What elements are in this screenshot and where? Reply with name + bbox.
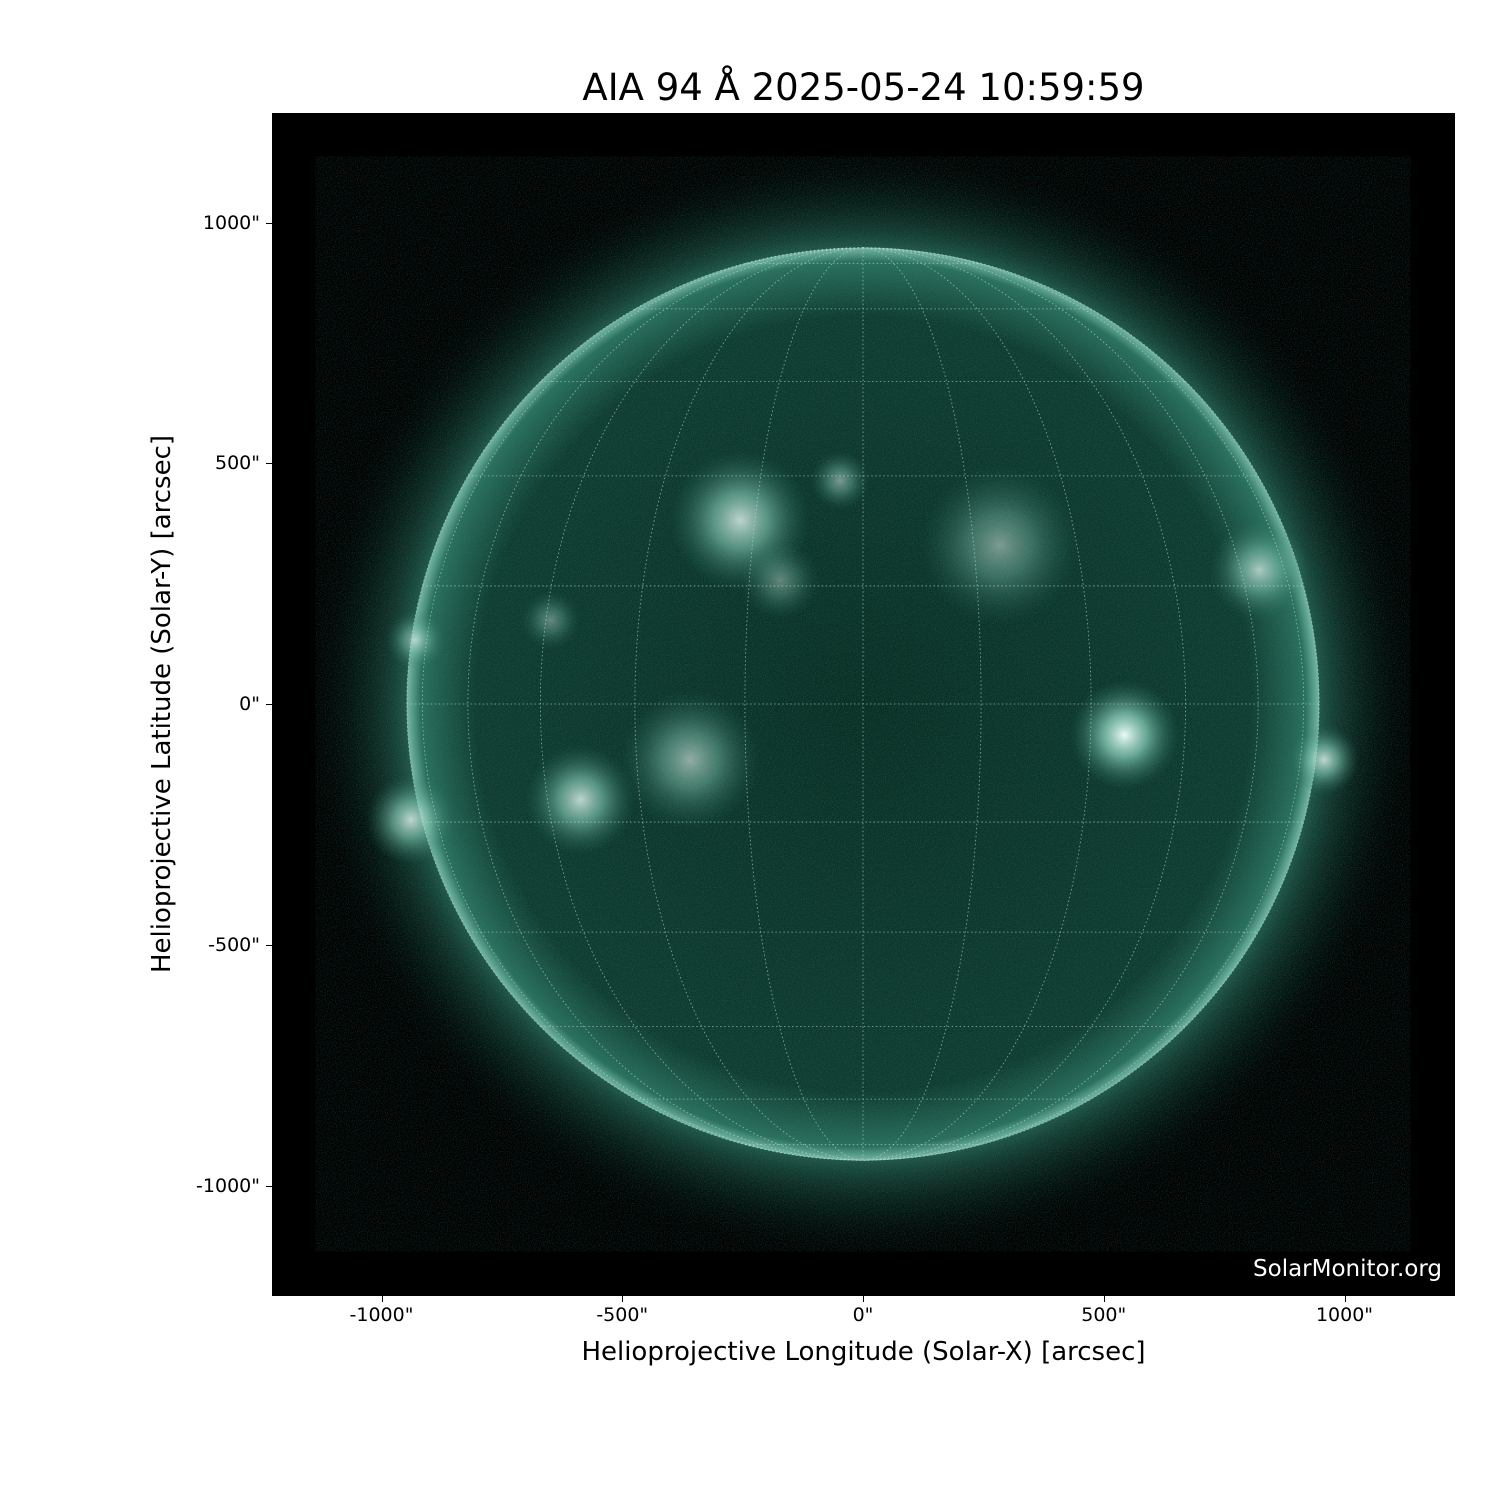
active-region	[520, 590, 581, 651]
active-regions	[365, 450, 1360, 865]
x-tick-mark	[622, 1296, 624, 1302]
y-tick-mark	[266, 222, 272, 224]
x-tick-label: -1000"	[349, 1304, 414, 1326]
x-tick-label: -500"	[596, 1304, 649, 1326]
x-tick-mark	[381, 1296, 383, 1302]
active-region	[1069, 680, 1180, 790]
x-tick-label: 500"	[1081, 1304, 1127, 1326]
y-tick-label: -1000"	[196, 1174, 260, 1197]
longitude-line	[863, 247, 1259, 1161]
longitude-line	[862, 247, 1092, 1161]
longitude-line	[422, 247, 864, 1161]
credit-watermark: SolarMonitor.org	[1253, 1256, 1442, 1282]
x-tick-mark	[1103, 1296, 1105, 1302]
x-tick-label: 1000"	[1315, 1304, 1374, 1326]
heliographic-grid	[406, 247, 1320, 1161]
y-axis-label: Helioprojective Latitude (Solar-Y) [arcs…	[147, 434, 177, 974]
longitude-line	[862, 247, 982, 1161]
x-tick-mark	[863, 1296, 864, 1302]
x-tick-label: 0"	[852, 1304, 874, 1326]
active-region	[365, 774, 456, 865]
x-axis-label: Helioprojective Longitude (Solar-X) [arc…	[581, 1337, 1146, 1367]
active-region	[919, 465, 1080, 626]
active-region	[525, 744, 636, 855]
y-tick-mark	[266, 704, 272, 705]
longitude-line	[467, 247, 864, 1161]
y-tick-label: -500"	[208, 933, 260, 956]
active-region	[1209, 520, 1310, 621]
longitude-line	[634, 247, 864, 1161]
longitude-line	[540, 247, 864, 1161]
longitude-line	[863, 247, 1304, 1161]
solar-image	[272, 113, 1455, 1296]
longitude-line	[862, 247, 1186, 1161]
y-tick-mark	[266, 944, 272, 946]
y-tick-mark	[266, 463, 272, 465]
plot-title: AIA 94 Å 2025-05-24 10:59:59	[582, 66, 1145, 109]
y-tick-label: 1000"	[202, 211, 260, 234]
active-region	[740, 540, 821, 621]
y-tick-label: 500"	[214, 452, 260, 475]
y-tick-mark	[266, 1185, 272, 1187]
x-tick-mark	[1344, 1296, 1346, 1302]
active-region	[1289, 724, 1360, 795]
limb-line	[406, 247, 1320, 1161]
y-tick-label: 0"	[239, 693, 260, 715]
active-region	[620, 690, 761, 830]
sun-image-svg	[273, 114, 1454, 1295]
longitude-line	[744, 247, 864, 1161]
active-region	[385, 610, 446, 671]
active-region	[810, 450, 870, 511]
